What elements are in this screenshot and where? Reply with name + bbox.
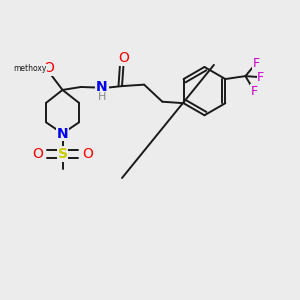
Text: F: F xyxy=(253,57,260,70)
Text: F: F xyxy=(257,71,264,84)
Text: S: S xyxy=(58,147,68,161)
Text: N: N xyxy=(96,80,108,94)
Text: F: F xyxy=(251,85,258,98)
Text: O: O xyxy=(44,61,54,75)
Text: N: N xyxy=(57,127,68,140)
Text: O: O xyxy=(118,51,129,65)
Text: O: O xyxy=(32,147,43,161)
Text: H: H xyxy=(98,92,106,102)
Text: methoxy: methoxy xyxy=(13,64,46,73)
Text: O: O xyxy=(82,147,93,161)
